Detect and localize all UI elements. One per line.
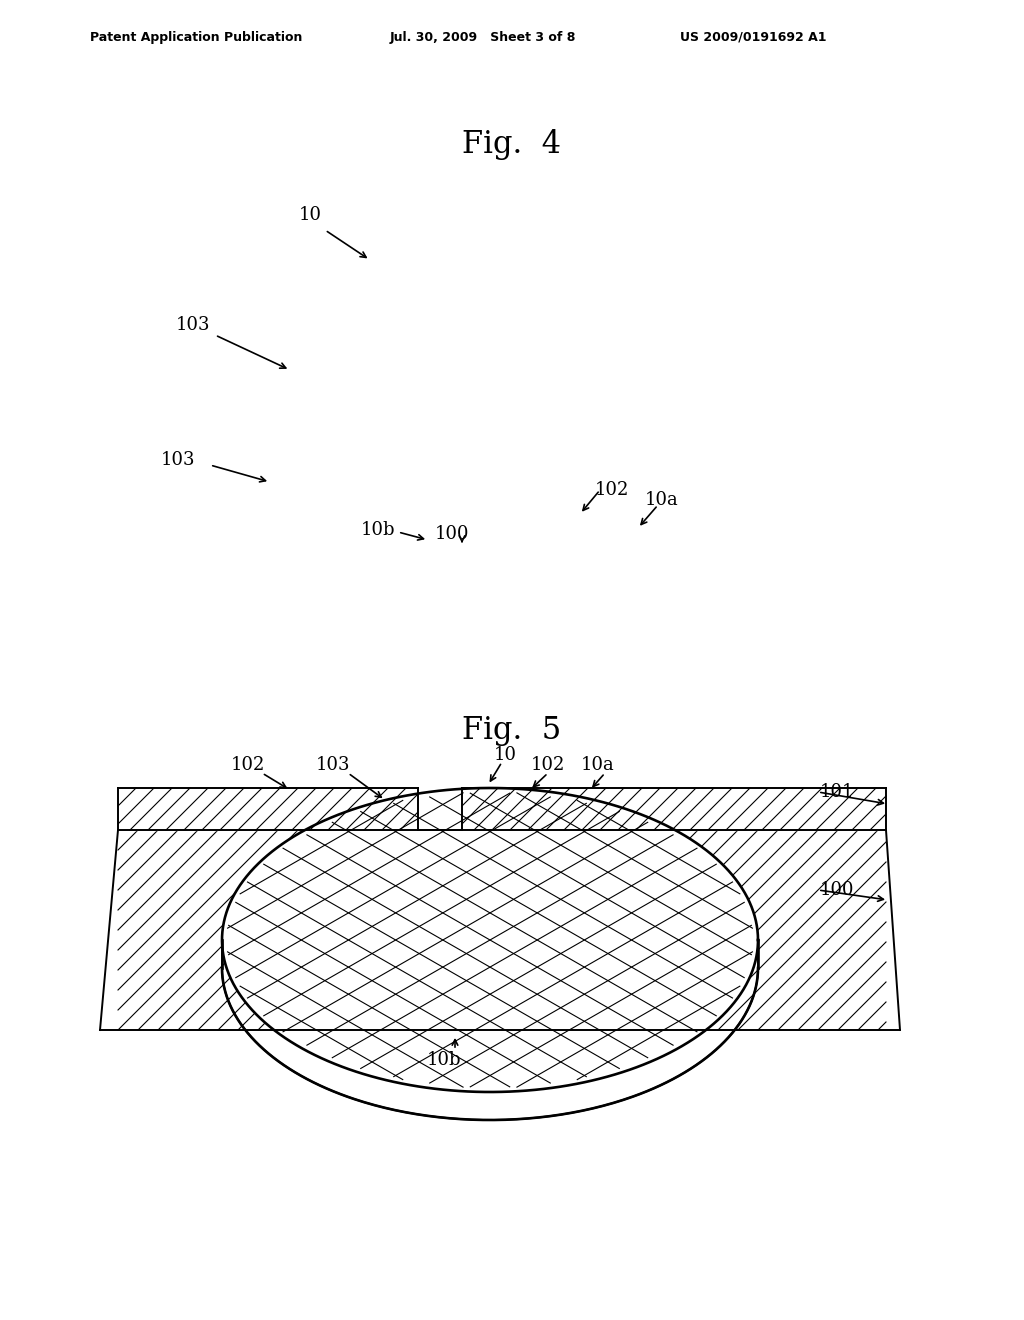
Ellipse shape <box>222 788 758 1092</box>
Text: 102: 102 <box>595 480 630 499</box>
Text: 103: 103 <box>176 315 210 334</box>
Text: 103: 103 <box>315 756 350 774</box>
Text: 10b: 10b <box>360 521 395 539</box>
Text: Jul. 30, 2009   Sheet 3 of 8: Jul. 30, 2009 Sheet 3 of 8 <box>390 30 577 44</box>
Text: Fig.  4: Fig. 4 <box>463 129 561 161</box>
Text: 10a: 10a <box>582 756 614 774</box>
Text: 102: 102 <box>530 756 565 774</box>
Polygon shape <box>100 830 900 1030</box>
Text: US 2009/0191692 A1: US 2009/0191692 A1 <box>680 30 826 44</box>
Text: 10: 10 <box>299 206 322 224</box>
Text: 10a: 10a <box>645 491 679 510</box>
Text: 100: 100 <box>820 880 854 899</box>
Text: 101: 101 <box>820 783 854 801</box>
Text: 10b: 10b <box>427 1051 461 1069</box>
Polygon shape <box>118 788 418 830</box>
Text: 102: 102 <box>230 756 265 774</box>
Text: Patent Application Publication: Patent Application Publication <box>90 30 302 44</box>
Text: 100: 100 <box>435 525 469 543</box>
Text: 103: 103 <box>161 451 196 469</box>
Text: Fig.  5: Fig. 5 <box>463 714 561 746</box>
Text: 10: 10 <box>494 746 516 764</box>
Polygon shape <box>462 788 886 830</box>
